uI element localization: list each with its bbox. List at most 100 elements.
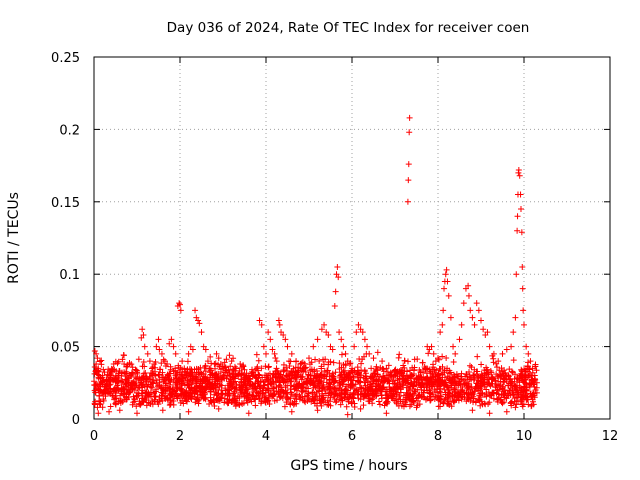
data-point [465,380,472,387]
data-point [493,360,500,367]
data-point [525,350,532,357]
data-point [374,349,381,356]
data-point [243,386,250,393]
data-point [283,390,290,397]
data-point [120,352,127,359]
data-point [162,380,169,387]
data-point [355,321,362,328]
data-point [117,392,124,399]
data-point [486,343,493,350]
data-point [512,387,519,394]
data-point [347,360,354,367]
data-point [391,384,398,391]
data-point [280,367,287,374]
data-point [156,346,163,353]
data-point [269,392,276,399]
data-point [91,370,98,377]
data-point [317,400,324,407]
data-point [495,381,502,388]
data-point [363,373,370,380]
data-point [378,392,385,399]
data-point [329,370,336,377]
data-point [123,370,130,377]
data-point [95,386,102,393]
data-point [481,400,488,407]
x-tick-label: 10 [516,429,533,444]
data-point [195,397,202,404]
data-point [184,378,191,385]
data-point [383,410,390,417]
data-point [176,300,183,307]
data-point [226,386,233,393]
data-point [131,396,138,403]
data-point [435,370,442,377]
data-point [159,407,166,414]
data-point [281,403,288,410]
data-point [251,385,258,392]
data-point [345,398,352,405]
data-point [160,356,167,363]
data-point [122,376,129,383]
data-point [519,393,526,400]
data-point [233,381,240,388]
data-point [314,407,321,414]
data-point [202,346,209,353]
data-point [331,385,338,392]
data-point [430,391,437,398]
data-point [116,378,123,385]
data-point [446,386,453,393]
data-point [166,390,173,397]
data-point [385,362,392,369]
data-point [213,350,220,357]
data-point [470,371,477,378]
data-point [439,353,446,360]
data-point [198,370,205,377]
data-point [113,395,120,402]
data-point [159,369,166,376]
data-point [114,360,121,367]
data-point [513,378,520,385]
data-point [127,372,134,379]
data-point [507,385,514,392]
data-point [116,407,123,414]
data-point [129,364,136,371]
data-point [451,374,458,381]
data-point [489,352,496,359]
data-point [311,380,318,387]
data-point [478,317,484,324]
data-point [415,392,422,399]
data-point [153,343,160,350]
data-point [211,403,218,410]
data-point [400,362,407,369]
data-point [291,386,298,393]
data-point [413,376,420,383]
data-point [253,351,260,358]
data-point [202,363,209,370]
data-point [318,384,325,391]
data-point [422,375,429,382]
data-point [519,285,526,292]
data-point [396,351,403,358]
y-tick-label: 0.1 [59,268,80,283]
data-point [488,392,495,399]
data-point [99,372,106,379]
data-point [528,393,535,400]
data-point [451,389,458,396]
data-point [499,385,506,392]
data-point [361,336,368,343]
data-point [266,370,273,377]
data-point [380,368,387,375]
data-point [498,392,505,399]
data-point [202,394,209,401]
data-point [344,393,351,400]
data-point [156,396,163,403]
data-point [256,317,263,324]
data-point [440,307,447,314]
data-point [470,372,477,379]
data-point [517,206,524,213]
data-point [273,358,280,365]
data-point [400,378,407,385]
data-point [107,403,114,410]
data-point [140,373,147,380]
data-point [395,354,402,361]
